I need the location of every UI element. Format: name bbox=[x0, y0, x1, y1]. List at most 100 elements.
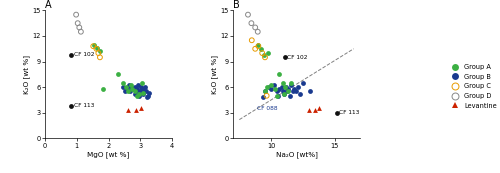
Text: CF 113: CF 113 bbox=[74, 103, 94, 108]
Point bbox=[74, 22, 82, 25]
Point bbox=[261, 56, 269, 59]
Point bbox=[138, 88, 146, 90]
Point bbox=[274, 94, 282, 97]
Point bbox=[284, 90, 292, 93]
Point bbox=[124, 109, 132, 112]
Point bbox=[141, 86, 149, 89]
Point bbox=[300, 81, 308, 84]
Point bbox=[119, 81, 127, 84]
Point bbox=[76, 26, 84, 29]
Point bbox=[67, 53, 75, 56]
Y-axis label: K₂O [wt %]: K₂O [wt %] bbox=[23, 55, 30, 94]
Point bbox=[137, 106, 145, 109]
Point bbox=[67, 105, 75, 107]
Point bbox=[114, 73, 122, 76]
Legend: Group A, Group B, Group C, Group D, Levantine: Group A, Group B, Group C, Group D, Leva… bbox=[448, 64, 496, 109]
Point bbox=[122, 86, 130, 89]
Point bbox=[140, 92, 147, 95]
Point bbox=[248, 22, 256, 25]
Point bbox=[270, 84, 278, 87]
Point bbox=[143, 96, 151, 99]
Point bbox=[121, 90, 129, 93]
Point bbox=[254, 30, 262, 33]
Point bbox=[123, 88, 131, 90]
X-axis label: Na₂O [wt%]: Na₂O [wt%] bbox=[276, 151, 318, 158]
Point bbox=[288, 84, 296, 87]
Y-axis label: K₂O [wt %]: K₂O [wt %] bbox=[211, 55, 218, 94]
Point bbox=[248, 39, 256, 42]
Point bbox=[311, 109, 319, 112]
Point bbox=[260, 90, 268, 93]
Point bbox=[138, 81, 146, 84]
Point bbox=[140, 90, 148, 93]
Point bbox=[136, 90, 143, 93]
Point bbox=[94, 52, 102, 54]
Point bbox=[134, 84, 142, 87]
Point bbox=[276, 88, 283, 90]
Point bbox=[72, 13, 80, 16]
Point bbox=[94, 47, 102, 49]
Point bbox=[258, 52, 266, 54]
Point bbox=[142, 90, 150, 93]
Point bbox=[273, 90, 281, 93]
Point bbox=[132, 109, 140, 112]
Point bbox=[271, 88, 279, 90]
Point bbox=[264, 52, 272, 54]
Point bbox=[133, 94, 141, 97]
Point bbox=[274, 73, 282, 76]
Point bbox=[126, 84, 134, 87]
Point bbox=[139, 93, 147, 95]
Point bbox=[129, 88, 137, 90]
Point bbox=[267, 88, 275, 90]
Text: CF 102: CF 102 bbox=[287, 55, 308, 60]
Point bbox=[296, 93, 304, 95]
Point bbox=[292, 90, 300, 93]
Point bbox=[278, 81, 286, 84]
Point bbox=[281, 56, 289, 59]
Point bbox=[135, 94, 143, 97]
Text: CF 088: CF 088 bbox=[257, 106, 278, 111]
Point bbox=[144, 94, 152, 97]
Point bbox=[281, 86, 289, 89]
Point bbox=[130, 93, 138, 95]
Point bbox=[124, 84, 132, 87]
Point bbox=[254, 45, 262, 48]
Point bbox=[119, 86, 127, 89]
Point bbox=[90, 45, 98, 48]
Point bbox=[134, 93, 142, 95]
Point bbox=[264, 86, 272, 89]
Point bbox=[305, 109, 313, 112]
Point bbox=[133, 88, 141, 90]
Point bbox=[306, 90, 314, 93]
Point bbox=[128, 86, 136, 89]
Point bbox=[251, 47, 259, 50]
Point bbox=[314, 106, 322, 109]
Point bbox=[259, 96, 267, 99]
Point bbox=[278, 86, 285, 89]
Text: B: B bbox=[233, 0, 239, 10]
Point bbox=[244, 13, 252, 16]
Point bbox=[145, 92, 153, 95]
Point bbox=[132, 90, 140, 93]
Point bbox=[294, 86, 302, 89]
Point bbox=[288, 81, 296, 84]
Point bbox=[124, 90, 132, 93]
Point bbox=[260, 53, 268, 56]
Point bbox=[274, 94, 281, 97]
Text: CF 113: CF 113 bbox=[339, 110, 359, 115]
Point bbox=[96, 50, 104, 53]
Point bbox=[130, 90, 138, 93]
Point bbox=[92, 47, 100, 50]
Text: CF 102: CF 102 bbox=[74, 52, 94, 57]
Point bbox=[77, 30, 85, 33]
Point bbox=[288, 90, 296, 93]
Point bbox=[262, 94, 270, 97]
X-axis label: MgO [wt %]: MgO [wt %] bbox=[88, 151, 130, 158]
Point bbox=[290, 88, 298, 90]
Point bbox=[99, 88, 107, 90]
Text: A: A bbox=[45, 0, 52, 10]
Point bbox=[286, 94, 294, 97]
Point bbox=[282, 86, 290, 89]
Point bbox=[132, 86, 140, 89]
Point bbox=[333, 111, 341, 114]
